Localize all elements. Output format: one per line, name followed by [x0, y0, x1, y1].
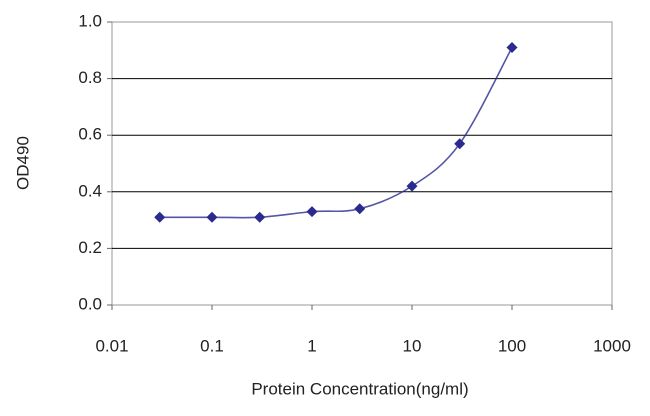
x-tick-label: 0.1 [200, 336, 224, 355]
y-tick-label: 1.0 [78, 11, 102, 30]
data-point [406, 180, 418, 192]
y-tick-label: 0.0 [78, 294, 102, 313]
data-point [354, 203, 366, 215]
data-point [154, 211, 166, 223]
y-tick-label: 0.2 [78, 238, 102, 257]
data-point [254, 211, 266, 223]
x-tick-label: 1000 [593, 336, 631, 355]
plot-area [111, 21, 613, 306]
data-point [454, 138, 466, 150]
y-axis-label: OD490 [13, 136, 32, 190]
y-tick-label: 0.8 [78, 68, 102, 87]
x-axis-label: Protein Concentration(ng/ml) [251, 379, 468, 398]
x-tick-label: 100 [498, 336, 526, 355]
x-tick-label: 0.01 [95, 336, 128, 355]
data-point [306, 206, 318, 218]
data-point [206, 211, 218, 223]
data-point [506, 41, 518, 53]
x-tick-label: 10 [403, 336, 422, 355]
y-tick-label: 0.4 [78, 181, 102, 200]
x-tick-label: 1 [307, 336, 316, 355]
y-tick-label: 0.6 [78, 125, 102, 144]
